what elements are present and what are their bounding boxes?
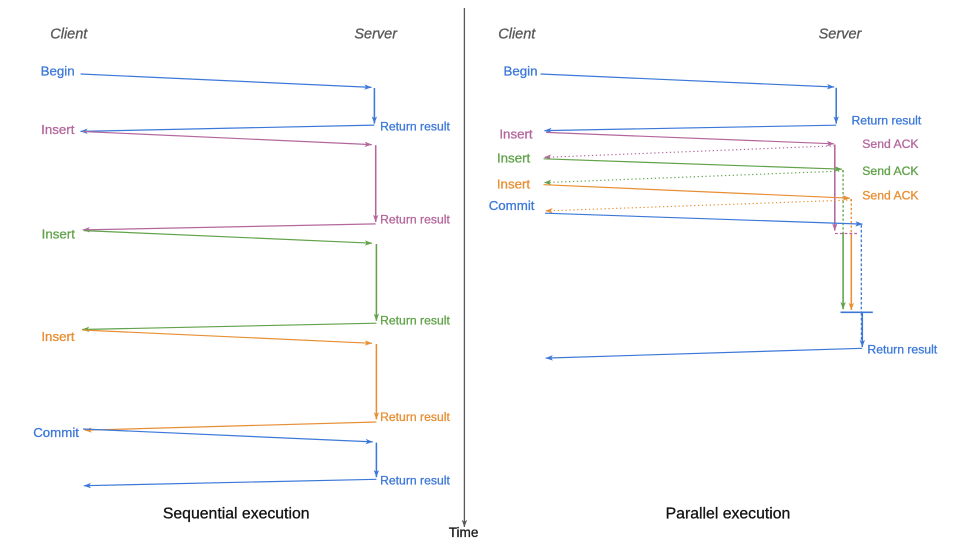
svg-text:Insert: Insert (42, 227, 76, 242)
svg-text:Sequential execution: Sequential execution (163, 506, 310, 523)
svg-text:Commit: Commit (489, 198, 535, 213)
svg-text:Send ACK: Send ACK (862, 137, 918, 151)
svg-text:Return result: Return result (852, 114, 922, 128)
svg-text:Return result: Return result (380, 473, 450, 487)
svg-text:Return result: Return result (867, 343, 937, 357)
svg-text:Begin: Begin (41, 64, 75, 79)
svg-text:Send ACK: Send ACK (862, 189, 918, 203)
svg-text:Begin: Begin (503, 64, 537, 79)
svg-text:Return result: Return result (380, 119, 450, 133)
svg-text:Return result: Return result (380, 313, 450, 327)
svg-text:Insert: Insert (497, 177, 531, 192)
svg-text:Time: Time (449, 525, 479, 540)
svg-text:Return result: Return result (380, 212, 450, 226)
svg-text:Insert: Insert (41, 122, 75, 137)
svg-text:Client: Client (50, 27, 88, 43)
svg-text:Commit: Commit (33, 425, 79, 440)
svg-text:Return result: Return result (380, 410, 450, 424)
svg-text:Insert: Insert (41, 329, 75, 344)
svg-text:Insert: Insert (497, 151, 531, 166)
svg-text:Server: Server (819, 27, 863, 43)
svg-text:Client: Client (498, 27, 536, 43)
svg-text:Parallel execution: Parallel execution (666, 506, 791, 523)
svg-text:Send ACK: Send ACK (862, 164, 918, 178)
svg-text:Insert: Insert (499, 127, 533, 142)
svg-text:Server: Server (354, 27, 398, 43)
